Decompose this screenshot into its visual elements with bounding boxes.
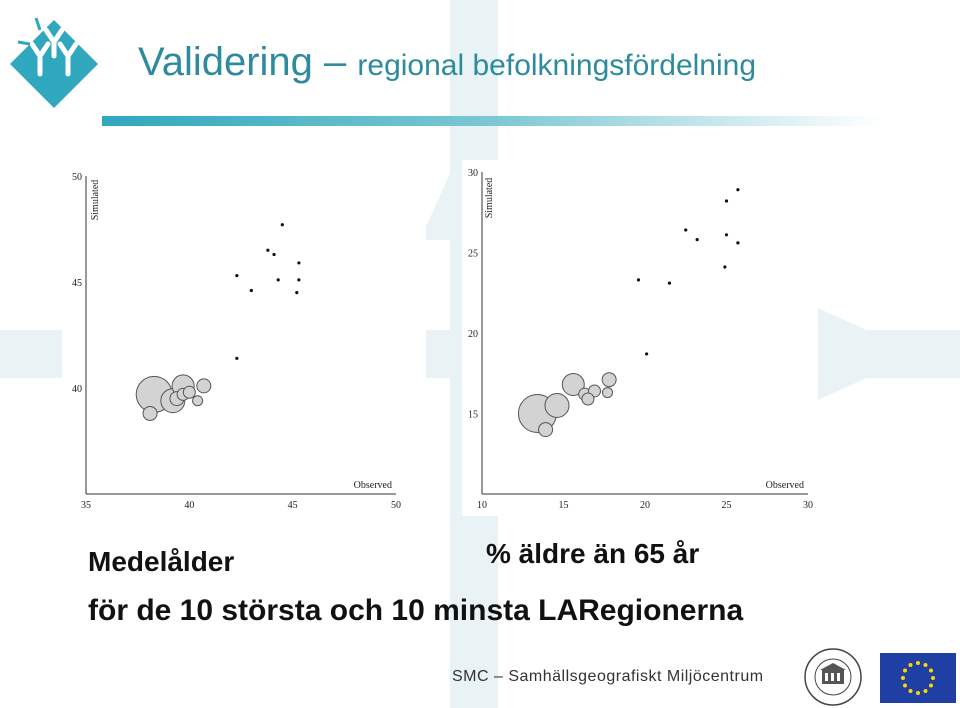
x-tick-label: 25: [722, 500, 732, 511]
y-tick-label: 40: [72, 384, 82, 395]
y-tick-label: 45: [72, 278, 82, 289]
x-axis-label: Observed: [766, 480, 804, 491]
y-tick-label: 20: [468, 329, 478, 340]
eu-star-icon: [903, 668, 907, 673]
eu-star-icon: [901, 676, 905, 680]
eu-star-icon: [923, 689, 928, 693]
title-sub: regional befolkningsfördelning: [357, 49, 757, 82]
x-tick-label: 35: [81, 500, 91, 511]
data-point: [235, 356, 239, 360]
chart-median-age-svg: 35 40 45 50 40 45 50 Observed Simulated: [62, 160, 426, 516]
data-point: [724, 233, 729, 237]
data-point: [667, 281, 672, 285]
x-axis-label: Observed: [354, 480, 392, 491]
data-point: [684, 228, 688, 232]
data-point: [724, 199, 729, 203]
bubble-point: [538, 422, 554, 438]
eu-star-icon: [903, 683, 907, 688]
x-tick-label: 15: [559, 500, 569, 511]
bubble-point: [602, 387, 614, 399]
x-tick-label: 10: [477, 500, 487, 511]
eu-star-icon: [916, 691, 920, 695]
x-tick-label: 45: [288, 500, 298, 511]
caption-median-age: Medelålder: [88, 546, 235, 577]
data-point: [276, 278, 280, 282]
data-point: [272, 252, 276, 257]
y-axis-label: Simulated: [90, 180, 101, 221]
bubble-point: [142, 405, 158, 421]
eu-star-icon: [931, 676, 935, 680]
caption-share-over-65: % äldre än 65 år: [486, 538, 700, 569]
footer-text: SMC – Samhällsgeografiskt Miljöcentrum: [452, 668, 764, 685]
data-point: [695, 238, 699, 242]
chart-bg: [62, 160, 426, 516]
chart-share-over-65-svg: 10 15 20 25 30 15 20 25 30 Observed Simulated: [462, 160, 818, 516]
chart-median-age: 35 40 45 50 40 45 50 Observed Simulated: [62, 160, 426, 516]
eu-star-icon: [908, 663, 913, 667]
data-point: [249, 288, 253, 293]
bubble-point: [561, 373, 585, 397]
title-main: Validering –: [138, 40, 358, 84]
data-point: [736, 188, 740, 192]
eu-star-icon: [923, 663, 928, 667]
university-seal-icon: [804, 648, 862, 706]
eu-star-icon: [929, 683, 933, 688]
x-tick-label: 40: [184, 500, 194, 511]
bubble-point: [601, 372, 617, 388]
data-point: [235, 274, 239, 278]
y-tick-label: 30: [468, 168, 478, 179]
title-underline: [102, 116, 882, 126]
y-axis-label: Simulated: [484, 178, 495, 219]
university-logo-icon: [10, 17, 98, 108]
data-point: [280, 223, 284, 227]
data-point: [297, 278, 301, 282]
data-point: [723, 265, 727, 269]
x-tick-label: 30: [803, 500, 813, 511]
bubble-point: [196, 378, 212, 394]
chart-bg: [462, 160, 818, 516]
chart-share-over-65: 10 15 20 25 30 15 20 25 30 Observed Simulated: [462, 160, 818, 516]
bubble-point: [544, 392, 570, 418]
data-point: [636, 278, 641, 282]
data-point: [266, 248, 270, 252]
y-tick-label: 50: [72, 172, 82, 183]
bubble-point: [182, 385, 196, 399]
eu-star-icon: [916, 661, 920, 665]
data-point: [295, 291, 299, 295]
data-point: [645, 352, 649, 356]
eu-star-icon: [908, 689, 913, 693]
data-point: [736, 241, 740, 245]
eu-star-icon: [929, 668, 933, 673]
data-point: [297, 261, 301, 265]
caption-regions: för de 10 största och 10 minsta LARegion…: [88, 594, 744, 627]
y-tick-label: 15: [468, 410, 478, 421]
bubble-point: [192, 395, 204, 407]
bubble-point: [581, 392, 595, 406]
x-tick-label: 20: [640, 500, 650, 511]
y-tick-label: 25: [468, 249, 478, 260]
page-title: Validering – regional befolkningsfördeln…: [138, 40, 756, 85]
x-tick-label: 50: [391, 500, 401, 511]
eu-flag-icon: [880, 653, 956, 703]
